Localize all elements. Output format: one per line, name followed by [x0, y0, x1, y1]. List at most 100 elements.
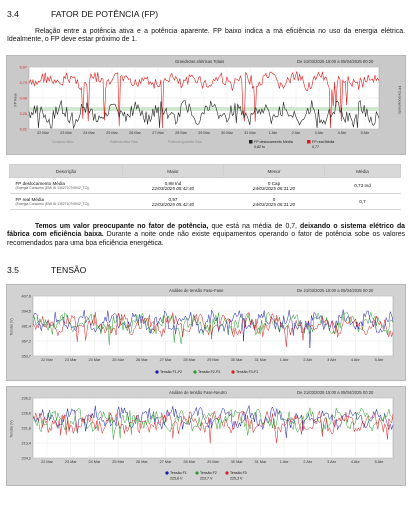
section-heading-tensao: 3.5 TENSÃO [7, 265, 86, 275]
row-description: FP real Média (Energia Consumo (EMI ID 13… [9, 193, 123, 210]
legend-value: 0,77 [312, 145, 319, 149]
row-description: FP deslocamento Média (Energia Consumo (E… [9, 177, 123, 194]
x-tick-label: 5 Abr [375, 460, 385, 464]
y-tick-label: 0,49 [20, 96, 27, 100]
fp-chart-panel: Grandezas elétricas Totais De 21/03/2025… [6, 55, 406, 155]
min-value: 0 [272, 196, 276, 202]
x-tick-label: 1 Abr [280, 460, 290, 464]
legend-marker [225, 471, 229, 475]
legend-marker [195, 471, 199, 475]
fp-chart-date-range: De 21/03/2025 15:00 a 05/04/2025 00:20 [297, 59, 374, 64]
x-tick-label: 23 Mar [60, 131, 73, 135]
legend-label: FP deslocamento Média [254, 140, 293, 144]
x-tick-label: 23 Mar [65, 460, 78, 464]
x-tick-label: 24 Mar [89, 460, 102, 464]
table-row: FP deslocamento Média (Energia Consumo (E… [9, 177, 401, 194]
legend-label: Tensão F1-F2 [160, 370, 182, 374]
y-tick-label: 0,73 [20, 81, 27, 85]
x-tick-label: 25 Mar [112, 358, 125, 362]
section-title: FATOR DE POTÊNCIA (FP) [51, 9, 159, 19]
x-tick-label: 22 Mar [37, 131, 50, 135]
x-tick-label: 31 Mar [255, 460, 268, 464]
x-tick-label: 26 Mar [136, 460, 149, 464]
legend-swatch [249, 140, 253, 144]
x-tick-label: 22 Mar [41, 358, 54, 362]
y-tick-label: 353,7 [21, 354, 31, 358]
x-tick-label: 30 Mar [221, 131, 234, 135]
max-value: 0,97 [168, 196, 178, 202]
series-line [32, 311, 394, 346]
x-tick-label: 4 Abr [351, 460, 361, 464]
legend-label: FP real Média [312, 140, 334, 144]
legend-value: 225,3 V [230, 477, 243, 481]
x-tick-label: 28 Mar [183, 460, 196, 464]
col-header-description: Descrição [9, 164, 123, 178]
x-tick-label: 4 Abr [338, 131, 348, 135]
x-tick-label: 30 Mar [231, 460, 244, 464]
x-tick-label: 24 Mar [83, 131, 96, 135]
reference-band [29, 107, 379, 111]
series-fp-real [28, 71, 380, 129]
max-date: 22/03/2025 05:42:40 [151, 201, 195, 207]
y-tick-label: 0,01 [20, 127, 27, 131]
x-tick-label: 4 Abr [351, 358, 361, 362]
series-line [32, 309, 394, 349]
x-tick-label: 3 Abr [327, 460, 337, 464]
max-value: 0,98 Ind [164, 180, 182, 186]
x-tick-label: 29 Mar [207, 460, 220, 464]
col-header-avg: Média [324, 164, 401, 178]
y-tick-label: 407,6 [21, 294, 31, 298]
fn-chart-plot: 236,2 226,6 221,6 213,4 204,2 22 Mar 23 Mar 24 … [21, 396, 394, 481]
analysis-part-2: que está na média de 0,7, [208, 223, 297, 230]
x-tick-label: 28 Mar [175, 131, 188, 135]
series-line [32, 312, 394, 348]
x-tick-label: 27 Mar [160, 460, 173, 464]
x-tick-label: 22 Mar [41, 460, 54, 464]
legend-value: 0,82 In [254, 145, 265, 149]
x-tick-label: 27 Mar [152, 131, 165, 135]
x-tick-label: 24 Mar [89, 358, 102, 362]
intro-paragraph: Relação entre a potência ativa e a potên… [7, 28, 405, 44]
y-tick-label: 226,6 [21, 411, 31, 415]
series-line [32, 405, 394, 438]
x-tick-label: 3 Abr [315, 131, 325, 135]
table-header-row: Descrição Maior Menor Média [9, 164, 401, 178]
legend-value: 223,7 V [200, 477, 213, 481]
y-tick-label: 0,25 [20, 112, 27, 116]
y-tick-label: 221,6 [21, 426, 31, 430]
row-desc-sub: (Energia Consumo (EMI ID 13027107/0002_T… [15, 186, 90, 190]
row-min: 0 24/03/2025 05:31:20 [223, 193, 325, 210]
analysis-part-4: Durante a noite onde não existe equipame… [7, 231, 406, 247]
section-title: TENSÃO [51, 265, 87, 275]
y-tick-label: 381,4 [21, 324, 31, 328]
x-tick-label: 25 Mar [112, 460, 125, 464]
row-desc-sub: (Energia Consumo (EMI ID 13027107/0002_T… [15, 202, 90, 206]
x-tick-label: 2 Abr [303, 460, 313, 464]
ff-chart-title: Análise de tensão Fase-Fase [169, 288, 224, 293]
analysis-paragraph: Temos um valor preocupante no fator de p… [7, 223, 405, 248]
y-tick-label: 394,5 [21, 309, 31, 313]
legend-value: 225,8 V [170, 477, 183, 481]
fn-chart-date-range: De 21/03/2025 15:00 a 05/04/2025 00:20 [297, 390, 374, 395]
x-tick-label: 3 Abr [327, 358, 337, 362]
faint-legend-item: Potência ativa Total [110, 140, 138, 144]
row-min: 0 Cap 24/03/2025 05:31:20 [223, 177, 325, 194]
y-tick-label: 213,4 [21, 441, 31, 445]
row-desc-label: FP deslocamento Média [15, 181, 65, 186]
legend-marker [155, 370, 159, 374]
x-tick-label: 28 Mar [183, 358, 196, 362]
fp-chart-plot: 0,97 0,73 0,49 0,25 0,01 22 Mar 23 Mar 24 Mar 25… [20, 65, 380, 149]
legend-label: Tensão F2 [200, 471, 217, 475]
legend-swatch [307, 140, 311, 144]
series-fp-deslocamento [28, 99, 380, 130]
ff-chart-plot: 407,6 394,5 381,4 367,2 353,7 22 Mar 23 Mar 24 … [21, 294, 394, 374]
x-tick-label: 1 Abr [280, 358, 290, 362]
x-tick-label: 31 Mar [255, 358, 268, 362]
analysis-part-1: Temos um valor preocupante no fator de p… [35, 223, 209, 230]
section-heading-fp: 3.4 FATOR DE POTÊNCIA (FP) [7, 9, 158, 19]
y-tick-label: 236,2 [21, 396, 31, 400]
faint-legend-item: Potência Aparente Total [168, 140, 202, 144]
section-number: 3.4 [7, 9, 19, 19]
legend-marker [231, 370, 235, 374]
x-tick-label: 31 Mar [244, 131, 257, 135]
